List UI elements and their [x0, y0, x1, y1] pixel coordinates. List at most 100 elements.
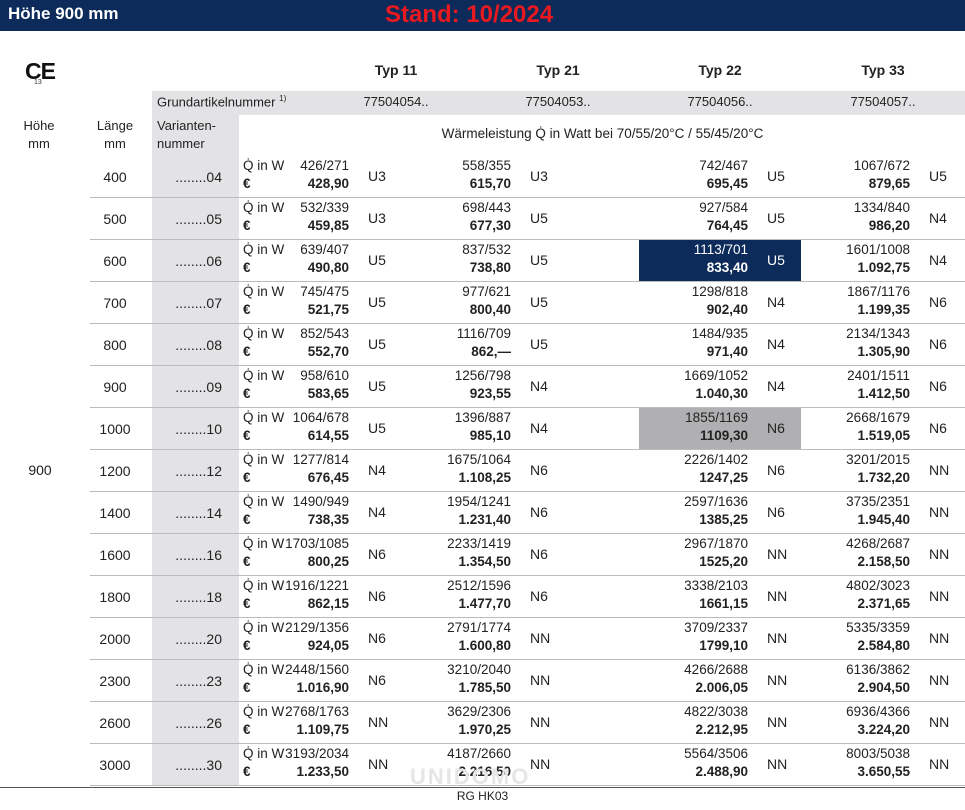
- page-title: Höhe 900 mm: [8, 4, 119, 23]
- price: 552,70: [307, 344, 349, 359]
- footnote-marker: 1): [279, 94, 287, 103]
- price: 902,40: [706, 302, 748, 317]
- q-label: Q̇ in W: [243, 746, 285, 761]
- value-cell: 2129/1356 924,05 N6: [240, 618, 402, 660]
- value-cell: 4187/2660 2.216,50 NN: [402, 744, 564, 786]
- heat-output: 1669/1052: [684, 368, 748, 383]
- price: 521,75: [307, 302, 349, 317]
- price: 1.970,25: [458, 722, 511, 737]
- price: 985,10: [469, 428, 511, 443]
- price: 1.109,75: [296, 722, 349, 737]
- laenge-value: 800: [103, 337, 127, 353]
- laenge-value: 900: [103, 379, 127, 395]
- price: 1.092,75: [857, 260, 910, 275]
- variant-number: ........14: [175, 505, 222, 521]
- q-label: Q̇ in W: [243, 452, 285, 467]
- connection-code: U5: [368, 252, 386, 268]
- table-row: 900 ........09 Q̇ in W €958/610 583,65 U5 1256…: [0, 366, 965, 408]
- price: 695,45: [706, 176, 748, 191]
- ce-mark-icon: CE: [25, 58, 56, 84]
- heat-output: 1334/840: [853, 200, 910, 215]
- heat-output: 2226/1402: [684, 452, 748, 467]
- laenge-value: 1400: [99, 505, 131, 521]
- heat-output: 3193/2034: [285, 746, 349, 761]
- waermeleistung-header: Wärmeleistung Q̇ in Watt bei 70/55/20°C …: [441, 126, 764, 141]
- euro-label: €: [243, 302, 251, 317]
- grundartikel-label: Grundartikelnummer 1): [157, 94, 287, 110]
- value-cell: 3201/2015 1.732,20 NN: [801, 450, 963, 492]
- value-cell: 3210/2040 1.785,50 NN: [402, 660, 564, 702]
- value-cell: 2233/1419 1.354,50 N6: [402, 534, 564, 576]
- heat-output: 2512/1596: [447, 578, 511, 593]
- price: 1.945,40: [857, 512, 910, 527]
- connection-code: U5: [530, 294, 548, 310]
- heat-output: 1298/818: [691, 284, 748, 299]
- heat-output: 3735/2351: [846, 494, 910, 509]
- connection-code: U5: [767, 210, 785, 226]
- price: 1.732,20: [857, 470, 910, 485]
- price: 3.650,55: [857, 764, 910, 779]
- laenge-value: 1200: [99, 463, 131, 479]
- value-cell: 1396/887 985,10 N4: [402, 408, 564, 450]
- price: 923,55: [469, 386, 511, 401]
- price: 3.224,20: [857, 722, 910, 737]
- value-cell: 745/475 521,75 U5: [240, 282, 402, 324]
- price: 833,40: [706, 260, 748, 275]
- value-cell: 1116/709 862,— U5: [402, 324, 564, 366]
- connection-code: NN: [530, 714, 551, 730]
- price: 2.904,50: [857, 680, 910, 695]
- heat-output: 4266/2688: [684, 662, 748, 677]
- value-cell: 4802/3023 2.371,65 NN: [801, 576, 963, 618]
- value-cell: 3709/2337 1799,10 NN: [639, 618, 801, 660]
- grundartikel-value: 77504054..: [363, 94, 429, 109]
- q-label: Q̇ in W: [243, 200, 285, 215]
- variant-number: ........30: [175, 757, 222, 773]
- value-cell: 1675/1064 1.108,25 N6: [402, 450, 564, 492]
- footer-code: RG HK03: [456, 789, 509, 803]
- variant-number: ........26: [175, 715, 222, 731]
- heat-output: 3201/2015: [846, 452, 910, 467]
- price: 2.006,05: [695, 680, 748, 695]
- value-cell: 1916/1221 862,15 N6: [240, 576, 402, 618]
- euro-label: €: [243, 764, 251, 779]
- connection-code: N4: [530, 420, 548, 436]
- connection-code: NN: [368, 714, 389, 730]
- hoehe-header: Höhe mm: [23, 118, 55, 151]
- q-label: Q̇ in W: [243, 620, 285, 635]
- euro-label: €: [243, 554, 251, 569]
- value-cell: 3735/2351 1.945,40 NN: [801, 492, 963, 534]
- value-cell: 5335/3359 2.584,80 NN: [801, 618, 963, 660]
- value-cell: 1867/1176 1.199,35 N6: [801, 282, 963, 324]
- variant-number: ........10: [175, 421, 222, 437]
- price: 1.040,30: [695, 386, 748, 401]
- value-cell: 742/467 695,45 U5: [639, 156, 801, 198]
- connection-code: U5: [530, 252, 548, 268]
- euro-label: €: [243, 344, 251, 359]
- variant-number: ........05: [175, 211, 222, 227]
- value-cell: 4822/3038 2.212,95 NN: [639, 702, 801, 744]
- value-cell: 1277/814 676,45 N4: [240, 450, 402, 492]
- heat-output: 2791/1774: [447, 620, 511, 635]
- value-cell: 1954/1241 1.231,40 N6: [402, 492, 564, 534]
- heat-output: 2597/1636: [684, 494, 748, 509]
- euro-label: €: [243, 596, 251, 611]
- value-cell: 639/407 490,80 U5: [240, 240, 402, 282]
- connection-code: NN: [767, 546, 788, 562]
- price: 1385,25: [699, 512, 748, 527]
- euro-label: €: [243, 680, 251, 695]
- heat-output: 2233/1419: [447, 536, 511, 551]
- table-row: 600 ........06 Q̇ in W €639/407 490,80 U5 837/…: [0, 240, 965, 282]
- value-cell: 426/271 428,90 U3: [240, 156, 402, 198]
- connection-code: U5: [929, 168, 947, 184]
- price: 677,30: [469, 218, 511, 233]
- type-header-21: Typ 21: [536, 62, 580, 78]
- connection-code: N6: [368, 672, 386, 688]
- stand-label: Stand: 10/2024: [385, 1, 554, 28]
- value-cell: 2226/1402 1247,25 N6: [639, 450, 801, 492]
- laenge-value: 400: [103, 169, 127, 185]
- heat-output: 958/610: [300, 368, 349, 383]
- heat-output: 426/271: [300, 158, 349, 173]
- price: 1.354,50: [458, 554, 511, 569]
- price: 800,40: [469, 302, 511, 317]
- heat-output: 1064/678: [292, 410, 349, 425]
